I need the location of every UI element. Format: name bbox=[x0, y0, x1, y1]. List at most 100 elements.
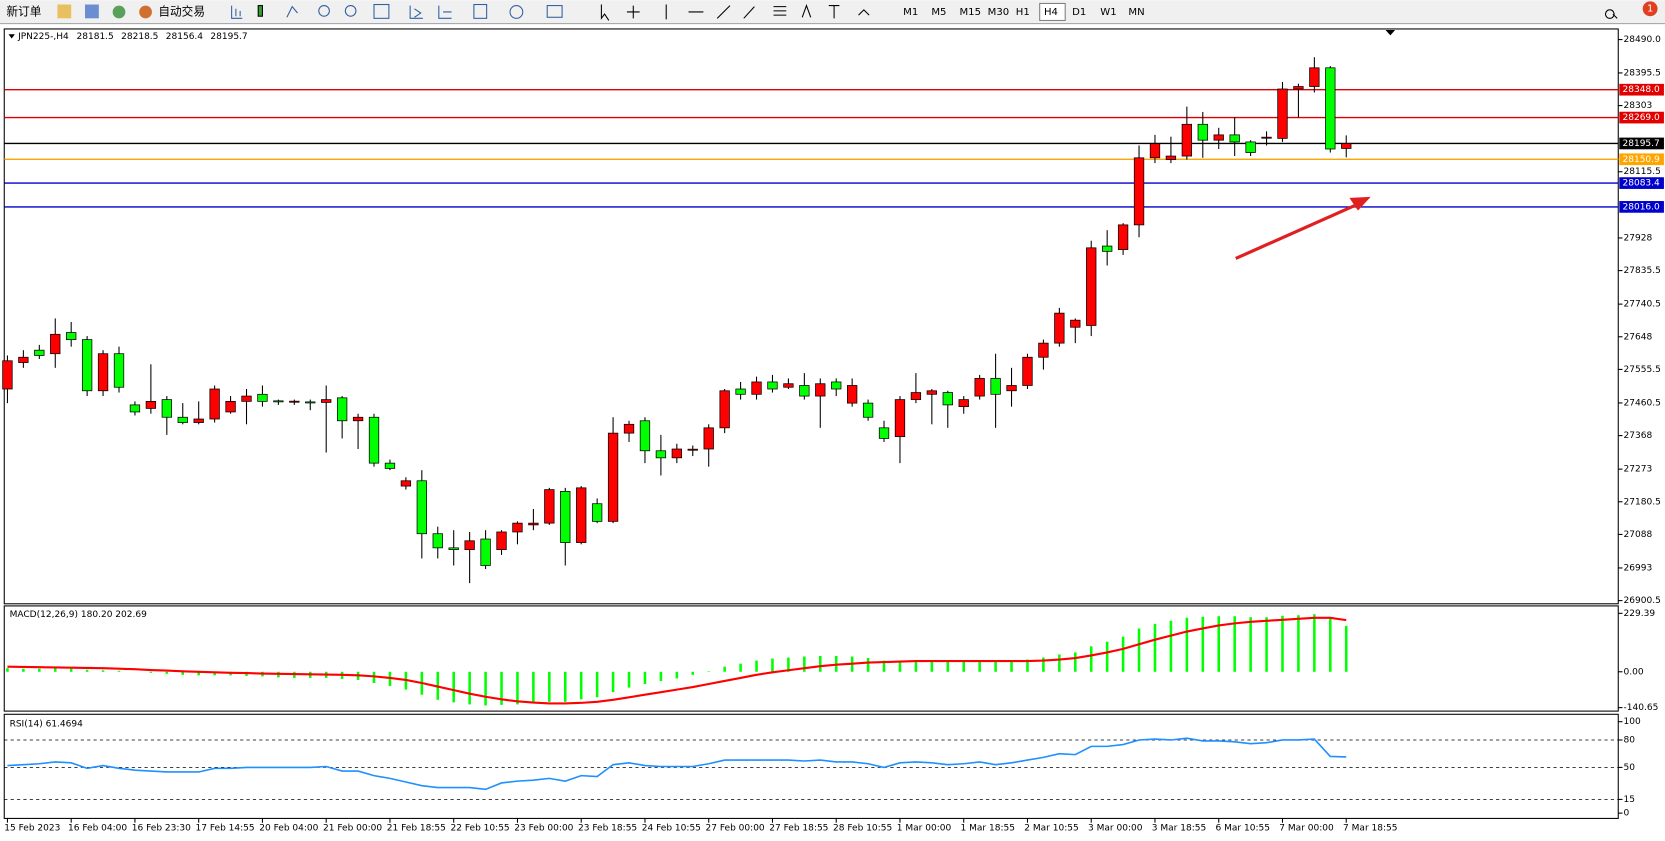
y-tick-label: 27088 bbox=[1624, 530, 1653, 540]
candle-body bbox=[496, 531, 507, 550]
icon[interactable] bbox=[112, 5, 126, 19]
active-timeframe bbox=[1039, 2, 1066, 21]
candle-body bbox=[591, 503, 603, 522]
timeframe-button[interactable]: W1 bbox=[1100, 7, 1116, 18]
icon[interactable] bbox=[509, 5, 524, 19]
x-tick-label: 16 Feb 04:00 bbox=[68, 823, 127, 833]
icon[interactable] bbox=[600, 4, 610, 21]
histogram-bar bbox=[101, 670, 105, 672]
histogram-bar bbox=[1153, 623, 1157, 672]
x-tick-label: 7 Mar 00:00 bbox=[1279, 823, 1334, 833]
histogram-bar bbox=[1169, 620, 1173, 672]
icon[interactable] bbox=[139, 5, 152, 19]
icon[interactable] bbox=[344, 5, 357, 17]
histogram-bar bbox=[739, 663, 742, 672]
timeframe-button[interactable]: D1 bbox=[1072, 7, 1086, 18]
timeframe-button[interactable]: M1 bbox=[903, 7, 918, 18]
rsi-line bbox=[7, 737, 1347, 791]
candle-body bbox=[34, 349, 45, 356]
histogram-bar bbox=[1042, 657, 1045, 672]
x-tick-label: 1 Mar 00:00 bbox=[897, 823, 952, 833]
candle-body bbox=[1102, 245, 1113, 252]
histogram-bar bbox=[723, 666, 726, 672]
candle-body bbox=[815, 383, 826, 397]
price-label: 28348.0 bbox=[1622, 85, 1660, 95]
macd-panel bbox=[3, 605, 1619, 712]
icon[interactable] bbox=[409, 5, 423, 19]
histogram-bar bbox=[994, 661, 997, 672]
histogram-bar bbox=[1233, 616, 1236, 672]
y-tick-label: 27273 bbox=[1624, 465, 1653, 475]
histogram-bar bbox=[149, 671, 153, 673]
histogram-bar bbox=[627, 671, 631, 688]
histogram-bar bbox=[882, 660, 886, 672]
candle-body bbox=[1022, 356, 1033, 386]
x-tick-label: 28 Feb 10:55 bbox=[833, 823, 892, 833]
icon[interactable] bbox=[626, 5, 640, 19]
y-tick-label: 27648 bbox=[1624, 332, 1653, 342]
candle-body bbox=[66, 332, 77, 340]
search-icon[interactable] bbox=[1605, 9, 1618, 19]
header-marker bbox=[8, 34, 15, 39]
icon[interactable] bbox=[85, 4, 99, 19]
notification-badge-bg[interactable] bbox=[1642, 1, 1658, 17]
notification-badge[interactable]: 1 bbox=[1647, 3, 1653, 14]
histogram-bar bbox=[1297, 615, 1300, 672]
icon[interactable] bbox=[373, 3, 390, 19]
histogram-bar bbox=[468, 671, 471, 705]
candle-body bbox=[862, 402, 874, 418]
histogram-bar bbox=[532, 671, 535, 704]
candle-body bbox=[1149, 143, 1161, 159]
histogram-bar bbox=[611, 671, 615, 693]
histogram-bar bbox=[500, 671, 503, 705]
histogram-bar bbox=[1026, 659, 1029, 672]
candle-body bbox=[448, 547, 459, 550]
candle-body bbox=[655, 450, 667, 459]
histogram-bar bbox=[755, 660, 758, 672]
x-tick-label: 2 Mar 10:55 bbox=[1024, 823, 1078, 833]
price-label: 28150.9 bbox=[1622, 155, 1660, 165]
timeframe-button[interactable]: M30 bbox=[988, 7, 1010, 18]
timeframe-button[interactable]: MN bbox=[1128, 7, 1144, 18]
timeframe-button[interactable]: M5 bbox=[931, 7, 946, 18]
y-tick-label: 28395.5 bbox=[1624, 68, 1661, 78]
candle-body bbox=[1197, 123, 1208, 141]
candle-body bbox=[257, 393, 268, 402]
histogram-bar bbox=[914, 660, 918, 672]
y-tick-label: 100 bbox=[1624, 717, 1641, 727]
auto-trading-button[interactable]: 自动交易 bbox=[158, 4, 205, 18]
ohlc-value: 28195.7 bbox=[210, 32, 247, 42]
candle-body bbox=[1245, 141, 1256, 153]
histogram-bar bbox=[1313, 614, 1316, 672]
icon[interactable] bbox=[438, 5, 452, 19]
histogram-bar bbox=[548, 671, 551, 702]
histogram-bar bbox=[1249, 617, 1252, 672]
timeframe-button[interactable]: H1 bbox=[1016, 7, 1030, 18]
icon[interactable] bbox=[473, 3, 488, 19]
timeframe-button[interactable]: M15 bbox=[959, 7, 981, 18]
candle-body bbox=[1181, 123, 1193, 157]
price-label-bg bbox=[1619, 177, 1664, 189]
icon[interactable] bbox=[801, 4, 870, 19]
histogram-bar bbox=[1344, 625, 1348, 672]
candle-body bbox=[1117, 224, 1129, 250]
timeframe-button[interactable]: H4 bbox=[1044, 7, 1058, 18]
candle-body bbox=[336, 397, 348, 422]
indicator-title: MACD(12,26,9) 180.20 202.69 bbox=[10, 610, 148, 620]
new-order-button[interactable]: 新订单 bbox=[6, 4, 41, 18]
icon[interactable] bbox=[57, 4, 72, 19]
icon[interactable] bbox=[286, 5, 298, 18]
icon[interactable] bbox=[318, 5, 330, 17]
icon[interactable] bbox=[546, 5, 563, 18]
x-tick-label: 3 Mar 00:00 bbox=[1088, 823, 1143, 833]
candle-body bbox=[1341, 143, 1352, 149]
histogram-bar bbox=[579, 671, 583, 700]
icon[interactable] bbox=[665, 4, 787, 20]
y-tick-label: 26993 bbox=[1624, 563, 1653, 573]
icon[interactable] bbox=[231, 5, 243, 19]
histogram-bar bbox=[1265, 617, 1268, 672]
candle-body bbox=[783, 383, 794, 388]
candle-body bbox=[2, 360, 13, 390]
icon[interactable] bbox=[257, 5, 263, 17]
candle-body bbox=[177, 416, 188, 423]
